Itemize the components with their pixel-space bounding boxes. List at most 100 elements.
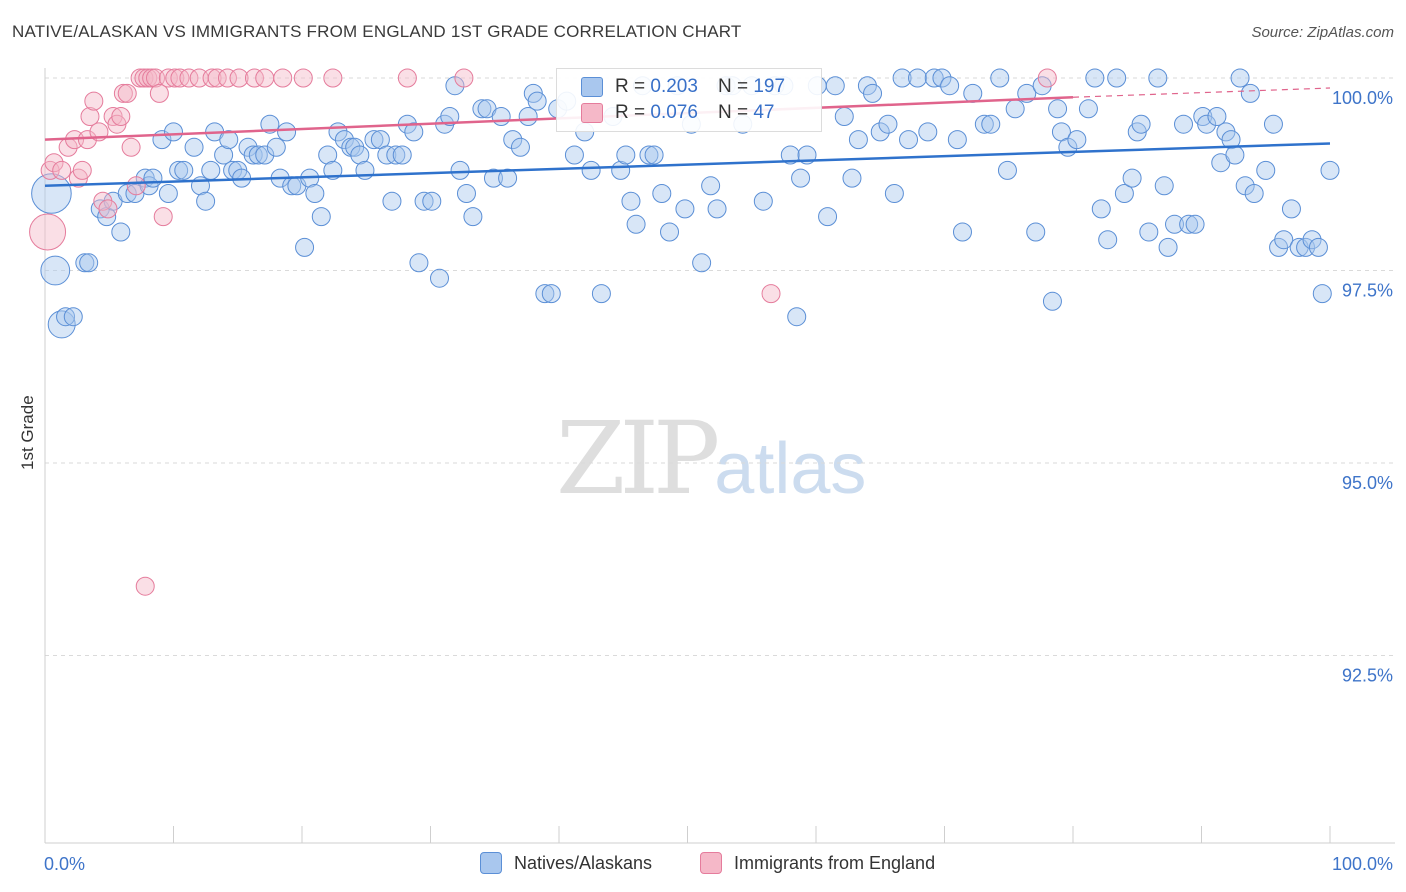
natives-point [334,130,354,150]
natives-point [158,184,178,203]
natives-point [621,191,641,211]
natives-point [899,130,919,150]
natives-point [456,184,476,203]
natives-point [870,122,890,142]
natives-point [1179,214,1199,234]
natives-trend-line [44,142,1331,188]
natives-point [214,145,234,165]
natives-point [219,130,239,150]
natives-point [1042,291,1062,311]
natives-point [243,145,263,165]
natives-point [692,253,712,273]
natives-point [1122,168,1142,188]
natives-point [564,145,584,165]
natives-point [450,160,470,180]
natives-point [111,222,131,242]
natives-point [753,191,773,211]
natives-point [918,122,938,142]
natives-point [491,107,511,126]
natives-point [1240,83,1260,103]
natives-point [707,199,727,219]
natives-point [1026,222,1046,242]
england-point [323,68,343,88]
x-tick-label: 0.0% [44,854,85,874]
england-point [84,91,104,111]
natives-point [1263,114,1283,134]
natives-point [541,284,561,304]
natives-point [1244,184,1264,203]
natives-point [350,145,370,165]
legend-r-value: 0.076 [650,102,698,123]
england-point [98,199,118,219]
natives-point [884,184,904,203]
natives-point [440,107,460,126]
england-point [52,160,72,180]
natives-point [201,160,221,180]
natives-point [1281,199,1301,219]
natives-point [184,137,204,157]
natives-point [1256,160,1276,180]
natives-point [1114,184,1134,203]
natives-point [1308,237,1328,257]
natives-point [422,191,442,211]
natives-point [892,68,912,88]
natives-point [311,207,331,227]
england-point [293,68,313,88]
natives-point [1230,68,1250,88]
natives-point [463,207,483,227]
natives-point [1091,199,1111,219]
natives-point [581,160,601,180]
natives-point [1225,145,1245,165]
chart-title: NATIVE/ALASKAN VS IMMIGRANTS FROM ENGLAN… [12,22,742,41]
natives-point [483,168,503,188]
natives-point [1085,68,1105,88]
natives-point [386,145,406,165]
legend-n-label: N = [717,76,749,97]
natives-point [1154,176,1174,196]
source-label: Source: ZipAtlas.com [1251,24,1394,41]
natives-point [382,191,402,211]
natives-point [990,68,1010,88]
natives-point [1107,68,1127,88]
watermark-zip: ZIP [556,400,720,517]
bottom-legend-swatch-england [700,852,722,874]
natives-point [472,99,492,119]
watermark-atlas: atlas [714,429,867,509]
bottom-legend-england: Immigrants from England [700,852,935,874]
england-point [244,68,264,88]
england-point [397,68,417,88]
natives-point [535,284,555,304]
england-point [44,153,64,173]
natives-point [174,160,194,180]
legend-n-value: 47 [753,102,775,123]
natives-point [498,168,518,188]
natives-point [260,114,280,134]
england-point [135,576,155,596]
natives-point [248,145,268,165]
natives-point [40,255,71,286]
england-point [179,68,199,88]
natives-point [1174,114,1194,134]
natives-point [1221,130,1241,150]
natives-point [1139,222,1159,242]
natives-point [947,130,967,150]
y-tick-label: 92.5% [1342,666,1393,686]
england-point [121,137,141,157]
natives-point [323,160,343,180]
england-point [77,130,97,150]
natives-point [56,307,76,327]
natives-point [834,107,854,126]
legend-n-label: N = [717,102,749,123]
england-point [454,68,474,88]
natives-point [1320,160,1340,180]
natives-point [392,145,412,165]
natives-point [169,160,189,180]
natives-point [295,237,315,257]
natives-point [981,114,1001,134]
natives-point [1158,237,1178,257]
england-point [80,107,100,126]
natives-point [818,207,838,227]
natives-point [143,168,163,188]
natives-point [409,253,429,273]
